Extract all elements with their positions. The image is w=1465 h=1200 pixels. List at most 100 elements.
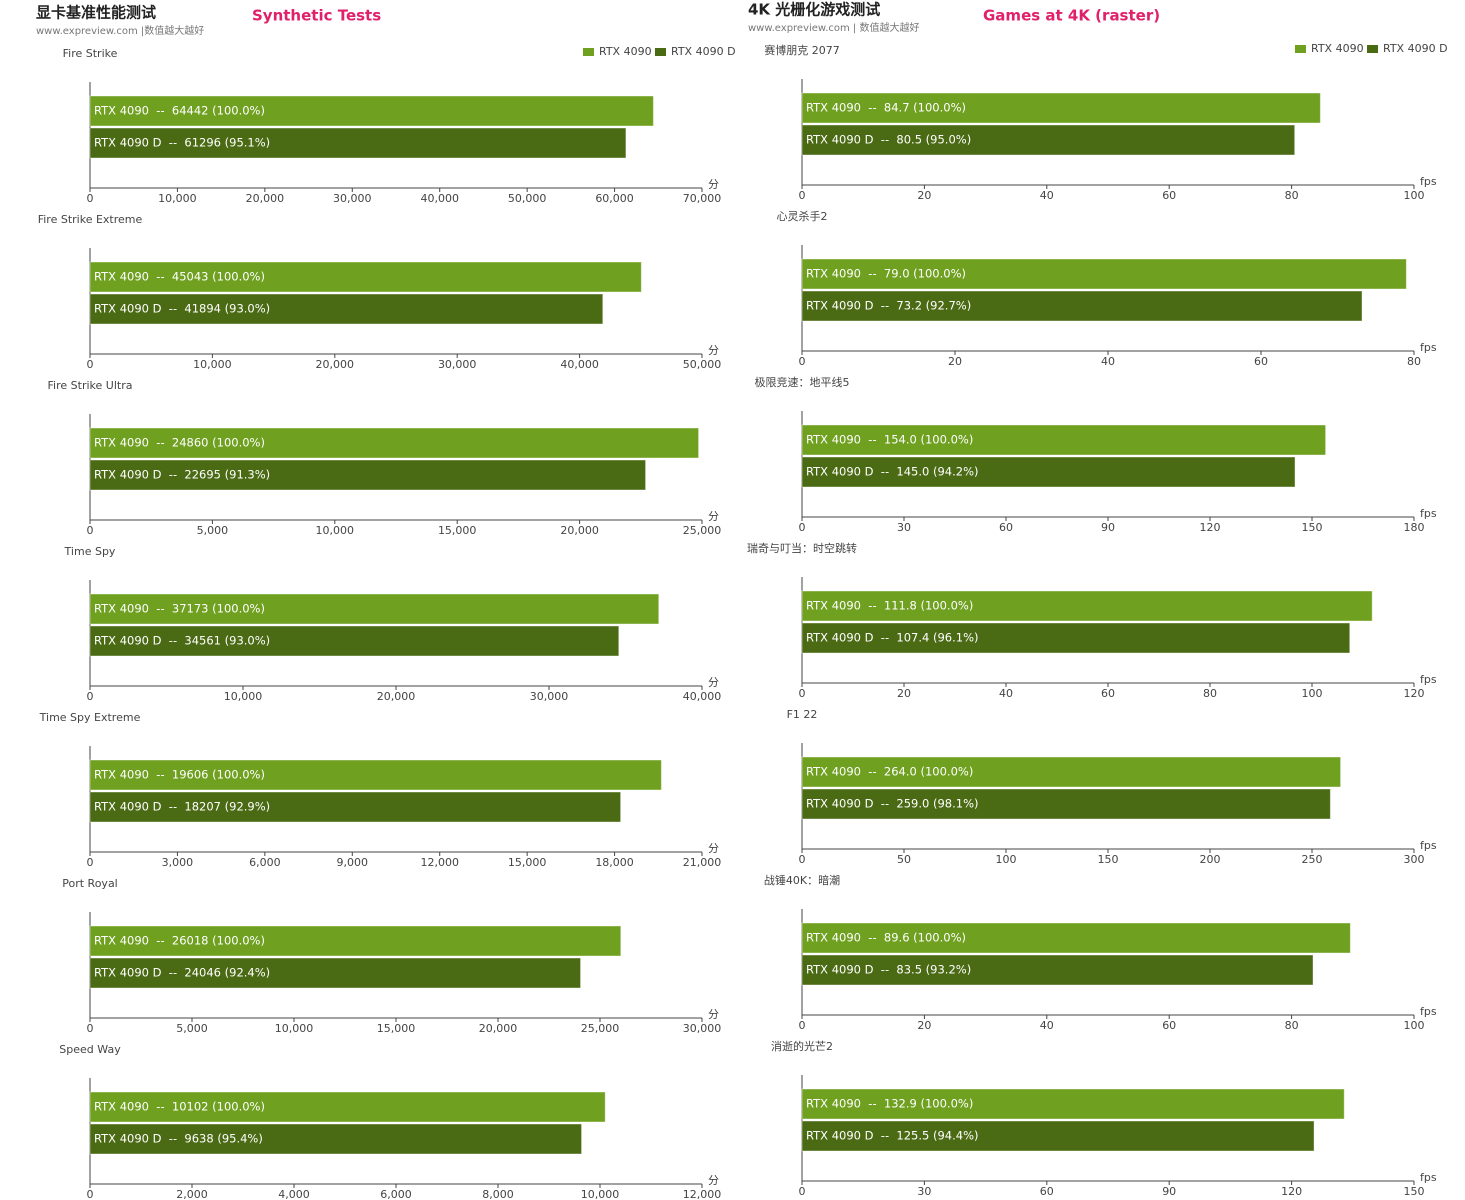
- x-axis-unit: fps: [1420, 673, 1437, 686]
- legend-label: RTX 4090 D: [1383, 42, 1448, 55]
- bar-label: RTX 4090 D -- 80.5 (95.0%): [806, 133, 971, 147]
- legend-swatch: [583, 48, 594, 56]
- x-tick-label: 40,000: [420, 192, 459, 205]
- legend-swatch: [1367, 45, 1378, 53]
- bar-label: RTX 4090 D -- 107.4 (96.1%): [806, 631, 979, 645]
- x-tick-label: 5,000: [176, 1022, 208, 1035]
- bar-label: RTX 4090 -- 37173 (100.0%): [94, 602, 265, 616]
- x-axis-unit: fps: [1420, 1005, 1437, 1018]
- bar: [89, 459, 647, 491]
- x-tick-label: 5,000: [197, 524, 229, 537]
- x-axis-unit: 分: [708, 1174, 719, 1187]
- x-tick-label: 30,000: [333, 192, 372, 205]
- chart-title: 赛博朋克 2077: [764, 43, 840, 57]
- x-tick-label: 20: [917, 1019, 931, 1032]
- x-tick-label: 60: [1162, 189, 1176, 202]
- bar-label: RTX 4090 -- 26018 (100.0%): [94, 934, 265, 948]
- bar-label: RTX 4090 D -- 125.5 (94.4%): [806, 1129, 979, 1143]
- x-tick-label: 30,000: [530, 690, 569, 703]
- bar-label: RTX 4090 -- 132.9 (100.0%): [806, 1097, 973, 1111]
- x-tick-label: 40: [1040, 189, 1054, 202]
- bar: [801, 756, 1342, 788]
- legend-swatch: [655, 48, 666, 56]
- chart-title: Port Royal: [62, 877, 118, 890]
- x-tick-label: 10,000: [224, 690, 263, 703]
- x-tick-label: 9,000: [337, 856, 369, 869]
- source: www.expreview.com |数值越大越好: [36, 24, 204, 37]
- bar-label: RTX 4090 D -- 9638 (95.4%): [94, 1132, 263, 1146]
- x-tick-label: 0: [799, 521, 806, 534]
- x-tick-label: 50,000: [508, 192, 547, 205]
- bar: [801, 424, 1327, 456]
- bar-label: RTX 4090 -- 45043 (100.0%): [94, 270, 265, 284]
- chart-title: 极限竞速：地平线5: [755, 375, 850, 389]
- bar-label: RTX 4090 -- 154.0 (100.0%): [806, 433, 973, 447]
- chart-title: Fire Strike Extreme: [38, 213, 143, 226]
- x-tick-label: 15,000: [508, 856, 547, 869]
- x-tick-label: 30,000: [683, 1022, 722, 1035]
- x-tick-label: 250: [1302, 853, 1323, 866]
- x-axis-unit: 分: [708, 676, 719, 689]
- bar: [801, 622, 1351, 654]
- x-tick-label: 0: [87, 192, 94, 205]
- bar: [89, 759, 662, 791]
- x-tick-label: 80: [1203, 687, 1217, 700]
- bar: [89, 427, 700, 459]
- bar: [801, 954, 1314, 986]
- x-tick-label: 10,000: [316, 524, 355, 537]
- bar: [801, 124, 1296, 156]
- x-tick-label: 50,000: [683, 358, 722, 371]
- x-tick-label: 3,000: [162, 856, 194, 869]
- x-tick-label: 150: [1098, 853, 1119, 866]
- bar: [801, 922, 1351, 954]
- x-tick-label: 120: [1200, 521, 1221, 534]
- x-tick-label: 60: [1162, 1019, 1176, 1032]
- x-tick-label: 0: [799, 355, 806, 368]
- x-tick-label: 0: [799, 687, 806, 700]
- bar: [801, 92, 1321, 124]
- x-tick-label: 20: [917, 189, 931, 202]
- page-title: 4K 光栅化游戏测试: [748, 1, 880, 19]
- x-tick-label: 0: [799, 1185, 806, 1198]
- bar: [801, 258, 1407, 290]
- chart-title: 瑞奇与叮当：时空跳转: [747, 541, 857, 555]
- x-tick-label: 40,000: [683, 690, 722, 703]
- x-tick-label: 300: [1404, 853, 1425, 866]
- bar: [89, 95, 654, 127]
- bar-label: RTX 4090 -- 89.6 (100.0%): [806, 931, 966, 945]
- x-tick-label: 60: [1101, 687, 1115, 700]
- bar-label: RTX 4090 D -- 22695 (91.3%): [94, 468, 270, 482]
- x-tick-label: 80: [1285, 189, 1299, 202]
- x-tick-label: 12,000: [683, 1188, 722, 1200]
- bar: [89, 1091, 606, 1123]
- x-tick-label: 20,000: [316, 358, 355, 371]
- x-tick-label: 20,000: [377, 690, 416, 703]
- x-axis-unit: 分: [708, 344, 719, 357]
- chart-title: 战锤40K：暗潮: [764, 873, 840, 887]
- bar: [89, 625, 620, 657]
- x-tick-label: 2,000: [176, 1188, 208, 1200]
- source: www.expreview.com | 数值越大越好: [748, 21, 919, 34]
- bar-label: RTX 4090 D -- 24046 (92.4%): [94, 966, 270, 980]
- bar: [89, 957, 582, 989]
- x-tick-label: 20: [897, 687, 911, 700]
- x-tick-label: 6,000: [380, 1188, 412, 1200]
- bar-label: RTX 4090 -- 84.7 (100.0%): [806, 101, 966, 115]
- x-axis-unit: 分: [708, 178, 719, 191]
- x-tick-label: 10,000: [193, 358, 232, 371]
- x-tick-label: 70,000: [683, 192, 722, 205]
- x-axis-unit: 分: [708, 1008, 719, 1021]
- x-tick-label: 30,000: [438, 358, 477, 371]
- x-axis-unit: fps: [1420, 507, 1437, 520]
- chart-title: 心灵杀手2: [777, 209, 828, 223]
- x-tick-label: 80: [1407, 355, 1421, 368]
- x-axis-unit: 分: [708, 842, 719, 855]
- x-tick-label: 0: [799, 853, 806, 866]
- subtitle: Synthetic Tests: [252, 7, 381, 25]
- x-tick-label: 120: [1281, 1185, 1302, 1198]
- bar-label: RTX 4090 -- 264.0 (100.0%): [806, 765, 973, 779]
- bar: [89, 791, 622, 823]
- x-axis-unit: fps: [1420, 341, 1437, 354]
- bar: [89, 127, 627, 159]
- x-tick-label: 0: [87, 524, 94, 537]
